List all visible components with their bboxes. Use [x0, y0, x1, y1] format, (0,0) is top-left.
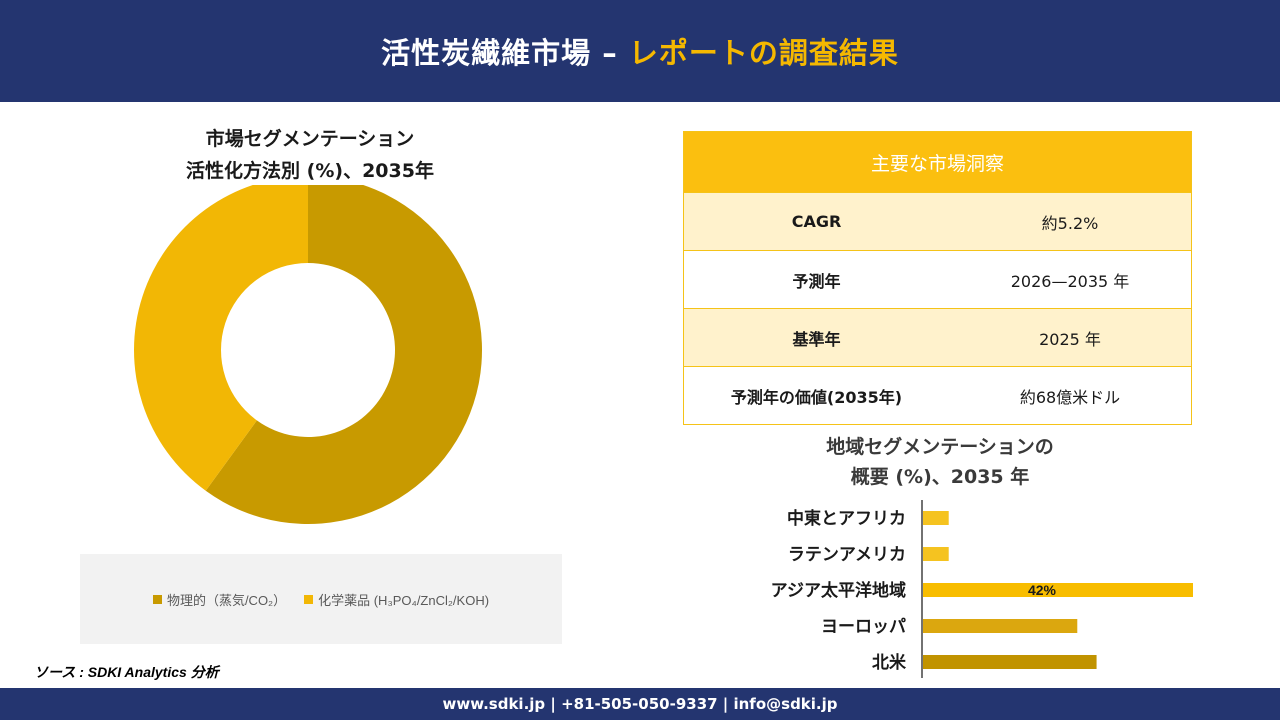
insights-row: 予測年 2026—2035 年 — [684, 250, 1191, 308]
bar-0 — [923, 511, 949, 525]
bar-chart-title: 地域セグメンテーションの 概要 (%)、2035 年 — [740, 432, 1140, 492]
bar-3 — [923, 619, 1078, 633]
bar-title-line2: 概要 (%)、2035 年 — [850, 466, 1030, 488]
bar-title-line1: 地域セグメンテーションの — [826, 436, 1054, 458]
donut-chart-title: 市場セグメンテーション 活性化方法別 (%)、2035年 — [80, 123, 540, 187]
bar-category-label: 北米 — [872, 652, 907, 673]
insights-row: 予測年の価値(2035年) 約68億米ドル — [684, 366, 1191, 424]
donut-slice-1 — [133, 185, 308, 491]
bar-1 — [923, 547, 949, 561]
footer-contact: www.sdki.jp | +81-505-050-9337 | info@sd… — [442, 695, 838, 713]
insights-row-label: CAGR — [791, 212, 842, 231]
insights-row-value: 約5.2% — [1041, 213, 1099, 233]
legend-label: 化学薬品 (H₃PO₄/ZnCl₂/KOH) — [318, 592, 490, 608]
insights-row-value: 約68億米ドル — [1019, 387, 1121, 407]
bar-2 — [923, 583, 1193, 597]
legend-item: 物理的（蒸気/CO₂） — [152, 590, 287, 609]
page-title: 活性炭繊維市場 – レポートの調査結果 — [381, 30, 899, 72]
page-title-accent: レポートの調査結果 — [628, 36, 899, 70]
donut-slice-0 — [205, 185, 482, 524]
legend-swatch — [304, 594, 314, 604]
insights-row-value: 2025 年 — [1039, 329, 1101, 349]
insights-row-label: 基準年 — [792, 329, 841, 349]
footer-bar: www.sdki.jp | +81-505-050-9337 | info@sd… — [0, 688, 1280, 720]
bar-value-label: 42% — [1028, 582, 1057, 598]
header-banner: 活性炭繊維市場 – レポートの調査結果 — [0, 0, 1280, 102]
donut-title-line2: 活性化方法別 (%)、2035年 — [186, 160, 434, 182]
insights-row-label: 予測年 — [792, 271, 841, 291]
insights-heading: 主要な市場洞察 — [684, 132, 1191, 192]
donut-title-line1: 市場セグメンテーション — [205, 128, 415, 150]
insights-row: CAGR 約5.2% — [684, 192, 1191, 250]
insights-row: 基準年 2025 年 — [684, 308, 1191, 366]
legend-label: 物理的（蒸気/CO₂） — [166, 592, 287, 608]
bar-category-label: 中東とアフリカ — [787, 508, 906, 529]
source-note: ソース : SDKI Analytics 分析 — [34, 664, 219, 680]
page-title-main: 活性炭繊維市場 – — [381, 36, 629, 70]
donut-chart — [133, 185, 482, 524]
market-insights-table: 主要な市場洞察 CAGR 約5.2% 予測年 2026—2035 年 基準年 2… — [683, 131, 1192, 425]
bar-category-label: アジア太平洋地域 — [771, 580, 906, 601]
donut-legend: 物理的（蒸気/CO₂） 化学薬品 (H₃PO₄/ZnCl₂/KOH) — [80, 554, 562, 644]
insights-row-label: 予測年の価値(2035年) — [730, 387, 903, 407]
legend-swatch — [152, 594, 162, 604]
bar-category-label: ラテンアメリカ — [788, 545, 906, 565]
bar-category-label: ヨーロッパ — [821, 617, 906, 637]
legend-item: 化学薬品 (H₃PO₄/ZnCl₂/KOH) — [304, 590, 489, 609]
insights-row-value: 2026—2035 年 — [1010, 271, 1130, 291]
bar-4 — [923, 655, 1097, 669]
